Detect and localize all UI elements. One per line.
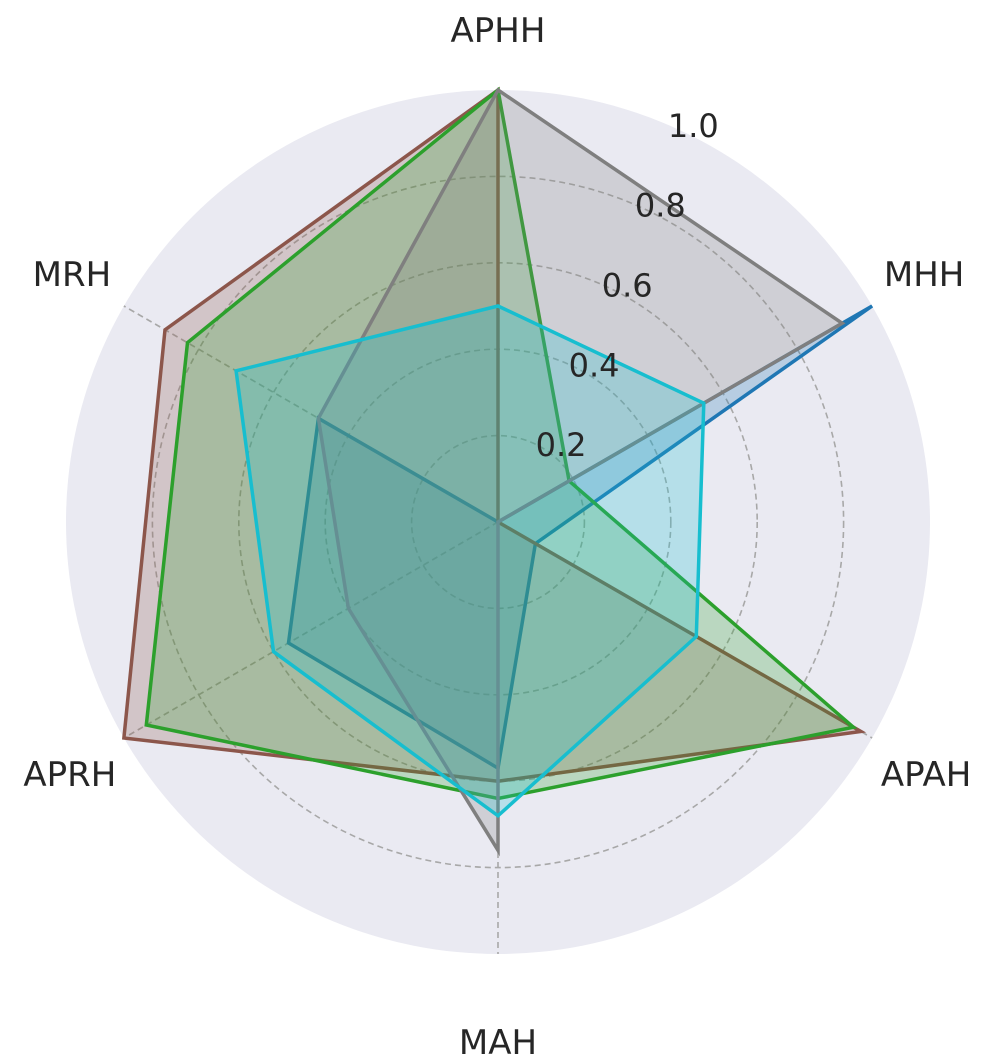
series-group — [121, 86, 874, 857]
axis-labels: APHH MHH APAH MAH APRH MRH — [23, 11, 971, 1059]
axis-label-mhh: MHH — [884, 255, 964, 295]
axis-label-mrh: MRH — [33, 255, 112, 295]
axis-label-aprh: APRH — [23, 755, 116, 795]
radial-tick-label: 0.2 — [536, 426, 587, 464]
radial-tick-label: 1.0 — [668, 107, 719, 145]
axis-label-mah: MAH — [459, 1023, 537, 1059]
axis-label-apah: APAH — [881, 755, 971, 795]
axis-label-aphh: APHH — [451, 11, 546, 51]
radial-tick-label: 0.6 — [602, 267, 653, 305]
axis-spoke — [123, 521, 499, 739]
series-polygon — [234, 304, 706, 819]
radial-tick-label: 0.4 — [569, 346, 620, 384]
radial-tick-labels: 0.2 0.4 0.6 0.8 1.0 — [536, 107, 719, 464]
series-polygon — [316, 87, 846, 857]
radial-tick-label: 0.8 — [635, 187, 686, 225]
